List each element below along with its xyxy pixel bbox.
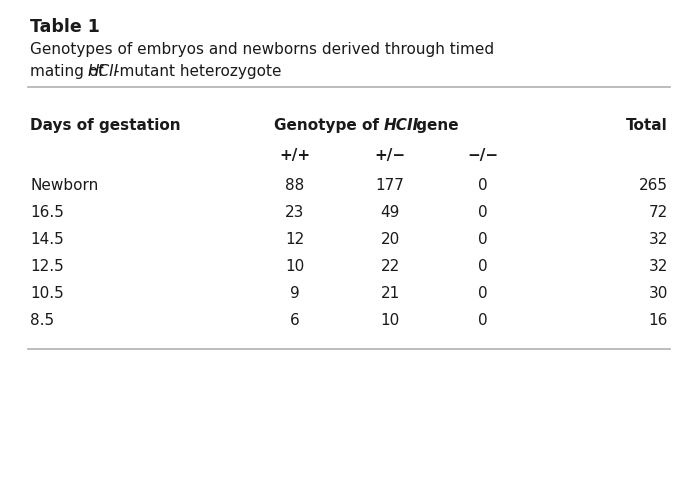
Text: 16.5: 16.5	[30, 204, 64, 219]
Text: 0: 0	[478, 286, 488, 301]
Text: 20: 20	[380, 231, 400, 246]
Text: +/+: +/+	[279, 148, 311, 163]
Text: Genotypes of embryos and newborns derived through timed: Genotypes of embryos and newborns derive…	[30, 42, 494, 57]
Text: Newborn: Newborn	[30, 178, 98, 192]
Text: 177: 177	[376, 178, 405, 192]
Text: Genotype of: Genotype of	[274, 118, 384, 133]
Text: 16: 16	[649, 313, 668, 327]
Text: 22: 22	[380, 259, 400, 274]
Text: Total: Total	[626, 118, 668, 133]
Text: 12: 12	[286, 231, 304, 246]
Text: 49: 49	[380, 204, 400, 219]
Text: 21: 21	[380, 286, 400, 301]
Text: 265: 265	[639, 178, 668, 192]
Text: 10: 10	[286, 259, 304, 274]
Text: 32: 32	[649, 231, 668, 246]
Text: 0: 0	[478, 204, 488, 219]
Text: −/−: −/−	[468, 148, 498, 163]
Text: 0: 0	[478, 231, 488, 246]
Text: 72: 72	[649, 204, 668, 219]
Text: 8.5: 8.5	[30, 313, 54, 327]
Text: -mutant heterozygote: -mutant heterozygote	[114, 64, 281, 79]
Text: 10.5: 10.5	[30, 286, 64, 301]
Text: Table 1: Table 1	[30, 18, 100, 36]
Text: 14.5: 14.5	[30, 231, 64, 246]
Text: 9: 9	[290, 286, 300, 301]
Text: 0: 0	[478, 178, 488, 192]
Text: mating of: mating of	[30, 64, 108, 79]
Text: 0: 0	[478, 313, 488, 327]
Text: 30: 30	[649, 286, 668, 301]
Text: HCII: HCII	[88, 64, 119, 79]
Text: 32: 32	[649, 259, 668, 274]
Text: Days of gestation: Days of gestation	[30, 118, 181, 133]
Text: HCII: HCII	[384, 118, 419, 133]
Text: 0: 0	[478, 259, 488, 274]
Text: 6: 6	[290, 313, 300, 327]
Text: 10: 10	[380, 313, 400, 327]
Text: gene: gene	[411, 118, 458, 133]
Text: 23: 23	[286, 204, 304, 219]
Text: 88: 88	[286, 178, 304, 192]
Text: 12.5: 12.5	[30, 259, 64, 274]
Text: +/−: +/−	[374, 148, 405, 163]
